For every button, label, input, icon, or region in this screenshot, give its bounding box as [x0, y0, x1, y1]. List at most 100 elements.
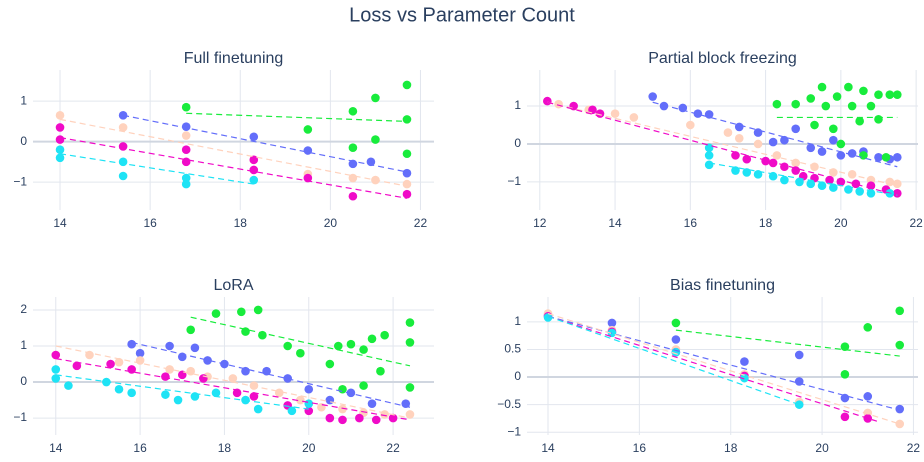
data-point — [836, 139, 846, 149]
x-tick-label: 22 — [414, 216, 428, 230]
data-point — [348, 159, 358, 169]
data-point — [794, 400, 804, 409]
x-tick-label: 22 — [909, 216, 923, 230]
data-point — [55, 123, 65, 132]
trend-line — [55, 345, 411, 419]
data-point — [355, 413, 364, 423]
data-point — [836, 151, 846, 160]
x-tick-label: 18 — [234, 216, 248, 230]
data-point — [810, 120, 819, 130]
data-point — [659, 101, 669, 111]
data-point — [371, 135, 380, 144]
y-tick-label: −1 — [507, 424, 521, 438]
data-point — [402, 115, 412, 124]
data-point — [303, 146, 313, 155]
data-point — [678, 103, 688, 113]
data-point — [249, 155, 259, 165]
data-point — [817, 82, 827, 92]
data-point — [106, 359, 115, 369]
subplot: LoRA 14 16 18 20 22 −1 0 1 2 — [13, 277, 434, 455]
data-point — [51, 374, 61, 383]
data-point — [346, 388, 356, 398]
data-point — [186, 325, 196, 335]
y-tick-label: 0 — [20, 134, 27, 148]
data-point — [241, 366, 250, 376]
data-point — [731, 166, 740, 175]
data-point — [165, 341, 174, 351]
data-point — [346, 339, 356, 349]
data-point — [881, 152, 891, 162]
data-point — [686, 120, 695, 130]
data-point — [287, 406, 297, 416]
trend-line — [122, 114, 408, 173]
data-point — [55, 111, 65, 120]
y-tick-label: −0.5 — [497, 397, 521, 411]
trend-line — [675, 329, 900, 357]
data-point — [791, 99, 800, 109]
data-point — [895, 340, 905, 350]
data-point — [181, 122, 191, 131]
data-point — [181, 145, 191, 155]
data-point — [405, 318, 415, 327]
data-point — [114, 384, 124, 394]
data-point — [253, 404, 263, 414]
data-point — [829, 124, 838, 134]
data-point — [847, 101, 857, 111]
data-point — [401, 399, 411, 408]
data-point — [51, 365, 61, 374]
x-tick-label: 20 — [834, 216, 848, 230]
data-point — [237, 307, 246, 317]
data-point — [648, 92, 657, 101]
data-point — [55, 135, 65, 144]
data-point — [211, 309, 221, 318]
x-tick-label: 16 — [633, 441, 647, 455]
data-point — [249, 175, 259, 185]
data-point — [371, 415, 381, 425]
y-tick-label: 1 — [514, 314, 521, 328]
data-point — [740, 357, 749, 366]
data-point — [405, 410, 415, 419]
data-point — [181, 173, 191, 183]
data-point — [359, 381, 368, 390]
data-point — [72, 361, 82, 371]
data-point — [402, 168, 412, 178]
data-point — [829, 183, 838, 192]
data-point — [283, 341, 292, 351]
data-point — [844, 82, 853, 92]
x-tick-label: 22 — [386, 441, 400, 455]
data-point — [173, 395, 183, 405]
data-point — [817, 147, 827, 156]
data-point — [795, 177, 804, 187]
data-point — [761, 156, 770, 166]
data-point — [610, 109, 620, 118]
data-point — [249, 392, 259, 401]
data-point — [376, 366, 385, 376]
data-point — [704, 151, 714, 160]
data-point — [863, 392, 873, 401]
data-point — [304, 399, 314, 408]
x-tick-label: 22 — [907, 441, 921, 455]
data-point — [165, 365, 174, 374]
data-point — [304, 384, 314, 394]
data-point — [325, 359, 335, 369]
data-point — [810, 162, 819, 172]
data-point — [768, 158, 778, 168]
trend-line — [547, 312, 900, 425]
data-point — [742, 154, 752, 164]
data-point — [772, 99, 782, 109]
data-point — [249, 381, 259, 390]
data-point — [740, 373, 749, 383]
data-point — [405, 383, 415, 392]
subplot-title: Bias finetuning — [670, 277, 775, 294]
data-point — [338, 415, 347, 425]
data-point — [211, 388, 221, 398]
data-point — [118, 123, 128, 132]
data-point — [863, 323, 873, 332]
x-tick-label: 20 — [302, 441, 316, 455]
data-point — [543, 96, 552, 106]
data-point — [893, 189, 902, 198]
data-point — [262, 366, 271, 376]
y-tick-label: 0 — [20, 374, 27, 388]
data-point — [181, 131, 191, 140]
x-tick-label: 18 — [724, 441, 738, 455]
